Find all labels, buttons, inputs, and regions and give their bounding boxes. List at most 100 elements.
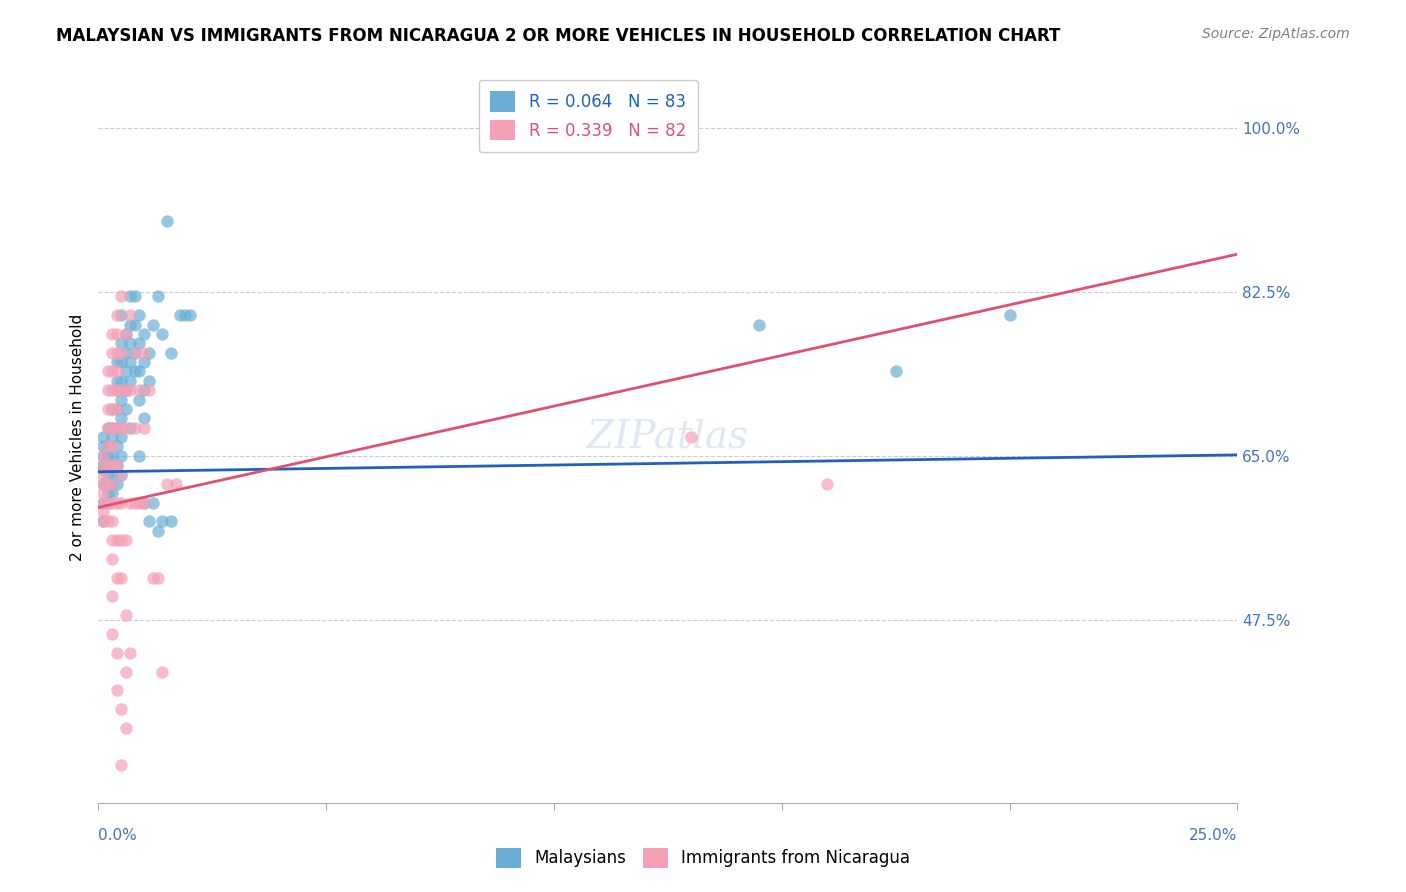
Point <box>91 486 114 500</box>
Point <box>101 449 124 463</box>
Point <box>105 345 128 359</box>
Point <box>105 401 128 416</box>
Point <box>91 515 114 529</box>
Point <box>160 345 183 359</box>
Point <box>128 383 150 397</box>
Point <box>105 646 128 660</box>
Point <box>105 571 128 585</box>
Point <box>91 462 114 476</box>
Legend: R = 0.064   N = 83, R = 0.339   N = 82: R = 0.064 N = 83, R = 0.339 N = 82 <box>478 79 697 152</box>
Point <box>101 401 124 416</box>
Point <box>110 571 132 585</box>
Point <box>91 496 114 510</box>
Point <box>114 401 136 416</box>
Point <box>91 440 114 454</box>
Point <box>96 383 118 397</box>
Point <box>114 326 136 341</box>
Point <box>146 571 169 585</box>
Point <box>110 420 132 434</box>
Point <box>110 289 132 303</box>
Point <box>114 721 136 735</box>
Point <box>146 289 169 303</box>
Point <box>156 477 179 491</box>
Point <box>105 496 128 510</box>
Point <box>120 496 142 510</box>
Point <box>105 383 128 397</box>
Point <box>132 496 155 510</box>
Point <box>96 496 118 510</box>
Point <box>120 336 142 351</box>
Point <box>110 345 132 359</box>
Point <box>110 467 132 482</box>
Point <box>110 411 132 425</box>
Point <box>132 326 155 341</box>
Point <box>132 345 155 359</box>
Point <box>142 571 165 585</box>
Point <box>101 401 124 416</box>
Point <box>128 449 150 463</box>
Point <box>105 355 128 369</box>
Point <box>101 420 124 434</box>
Point <box>998 308 1021 322</box>
Point <box>110 496 132 510</box>
Point <box>96 420 118 434</box>
Point <box>114 383 136 397</box>
Point <box>101 383 124 397</box>
Point <box>96 364 118 378</box>
Text: 25.0%: 25.0% <box>1189 828 1237 843</box>
Point <box>110 374 132 388</box>
Point <box>138 515 160 529</box>
Point <box>156 214 179 228</box>
Point <box>105 440 128 454</box>
Point <box>101 326 124 341</box>
Point <box>128 392 150 407</box>
Point <box>91 477 114 491</box>
Point <box>132 355 155 369</box>
Point <box>124 345 146 359</box>
Point <box>142 318 165 332</box>
Point <box>96 477 118 491</box>
Point <box>110 758 132 772</box>
Point <box>128 364 150 378</box>
Point <box>96 440 118 454</box>
Point <box>114 533 136 548</box>
Point <box>114 420 136 434</box>
Point <box>105 364 128 378</box>
Point <box>124 289 146 303</box>
Point <box>101 345 124 359</box>
Text: Source: ZipAtlas.com: Source: ZipAtlas.com <box>1202 27 1350 41</box>
Point <box>101 533 124 548</box>
Point <box>114 326 136 341</box>
Point <box>101 515 124 529</box>
Point <box>174 308 197 322</box>
Point <box>110 467 132 482</box>
Point <box>179 308 201 322</box>
Point <box>101 420 124 434</box>
Point <box>114 345 136 359</box>
Point <box>146 524 169 538</box>
Point <box>91 449 114 463</box>
Point <box>110 355 132 369</box>
Point <box>120 383 142 397</box>
Point <box>142 496 165 510</box>
Point <box>101 590 124 604</box>
Point <box>132 411 155 425</box>
Point <box>91 515 114 529</box>
Point <box>101 477 124 491</box>
Point <box>124 496 146 510</box>
Point <box>105 401 128 416</box>
Point <box>105 374 128 388</box>
Text: ZIPatlas: ZIPatlas <box>588 418 748 456</box>
Point <box>105 458 128 473</box>
Point <box>120 420 142 434</box>
Point <box>110 308 132 322</box>
Point <box>114 364 136 378</box>
Point <box>132 496 155 510</box>
Point <box>101 467 124 482</box>
Point <box>160 515 183 529</box>
Point <box>748 318 770 332</box>
Point <box>96 458 118 473</box>
Point <box>96 449 118 463</box>
Point <box>150 326 173 341</box>
Point <box>96 458 118 473</box>
